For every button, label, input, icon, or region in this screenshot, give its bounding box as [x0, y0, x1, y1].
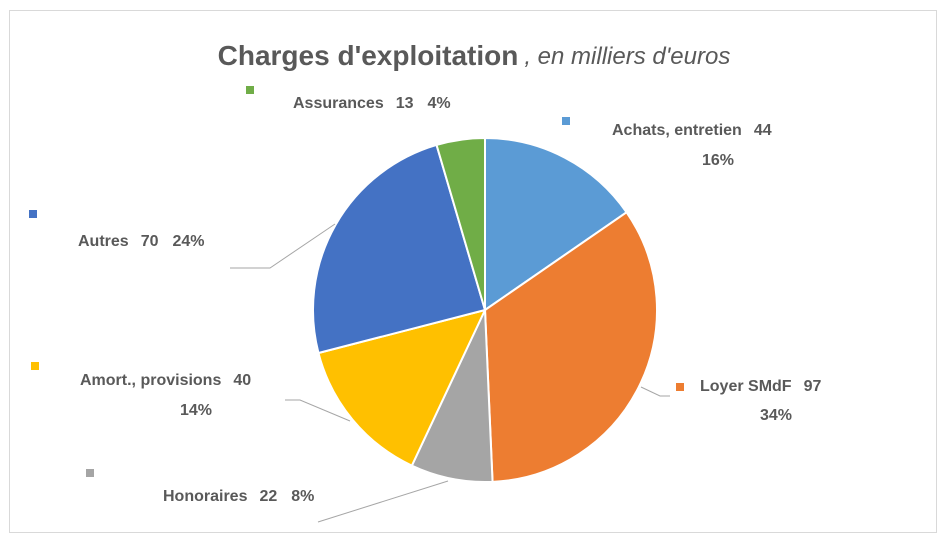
- label-category: Assurances: [293, 95, 384, 112]
- label-percent: 16%: [702, 152, 734, 169]
- legend-key: [86, 469, 94, 477]
- label-percent: 8%: [291, 488, 314, 505]
- label-value: 22: [259, 488, 277, 505]
- legend-key: [29, 210, 37, 218]
- leader-line: [317, 480, 449, 523]
- leader-line: [285, 399, 351, 422]
- legend-key: [676, 383, 684, 391]
- label-value: 13: [396, 95, 414, 112]
- label-value: 97: [804, 378, 822, 395]
- label-category: Amort., provisions: [80, 372, 221, 389]
- leader-line: [640, 386, 670, 397]
- data-label: Honoraires 22 8%: [163, 488, 314, 505]
- slice: [483, 210, 658, 483]
- label-category: Autres: [78, 233, 129, 250]
- label-percent: 14%: [180, 402, 212, 419]
- data-label: Loyer SMdF 97: [700, 378, 821, 395]
- data-label: Assurances 13 4%: [293, 95, 451, 112]
- chart-title: Charges d'exploitation: [218, 40, 519, 71]
- chart-heading: Charges d'exploitation, en milliers d'eu…: [218, 40, 731, 71]
- slice: [312, 143, 487, 355]
- label-value: 70: [141, 233, 159, 250]
- label-value: 44: [754, 122, 772, 139]
- slice: [317, 308, 487, 467]
- slice: [484, 136, 628, 312]
- legend-key: [246, 86, 254, 94]
- label-percent: 4%: [428, 95, 451, 112]
- data-label: Achats, entretien 44: [612, 122, 772, 139]
- label-category: Honoraires: [163, 488, 248, 505]
- data-label: Autres 70 24%: [78, 233, 205, 250]
- slice: [435, 136, 486, 311]
- data-label: Amort., provisions 40: [80, 372, 251, 389]
- label-category: Achats, entretien: [612, 122, 742, 139]
- chart-subtitle: , en milliers d'euros: [524, 43, 730, 70]
- legend-key: [562, 117, 570, 125]
- label-category: Loyer SMdF: [700, 378, 792, 395]
- leader-line: [230, 223, 336, 269]
- label-percent: 24%: [172, 233, 204, 250]
- label-value: 40: [233, 372, 251, 389]
- legend-key: [31, 362, 39, 370]
- label-percent: 34%: [760, 407, 792, 424]
